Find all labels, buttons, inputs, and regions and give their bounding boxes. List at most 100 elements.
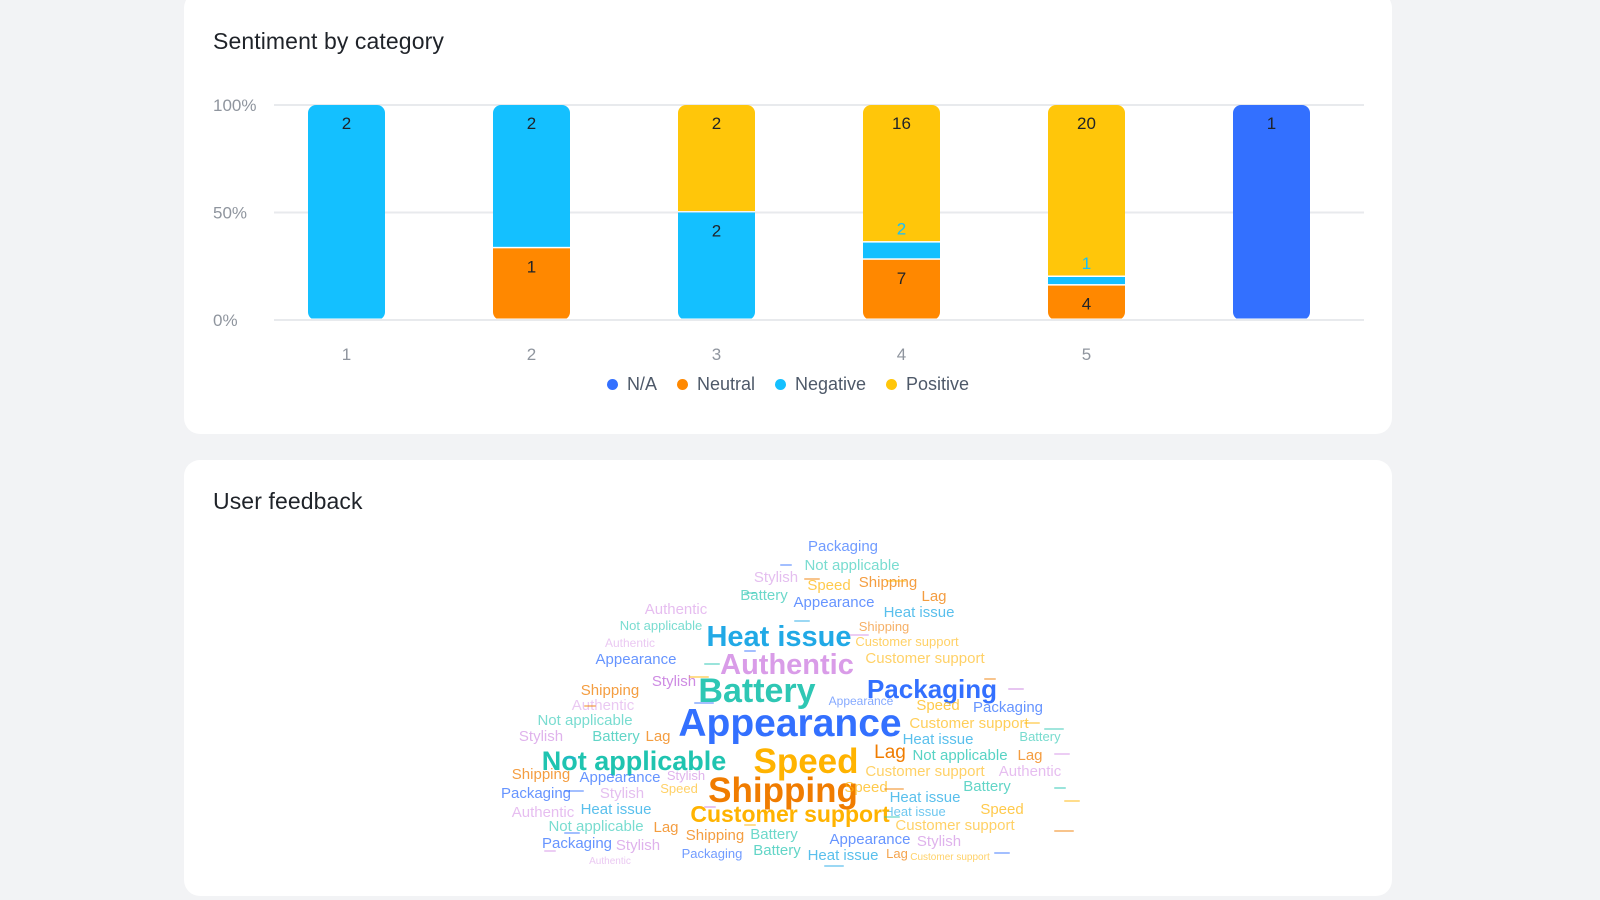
cloud-word[interactable]: Customer support	[855, 634, 959, 649]
cloud-word[interactable]: Heat issue	[884, 804, 945, 819]
bar-group[interactable]: 22	[678, 105, 755, 319]
cloud-word[interactable]: Authentic	[589, 856, 631, 867]
bar-group[interactable]: 7 2 16	[863, 105, 940, 319]
cloud-word[interactable]: Authentic	[720, 649, 854, 681]
legend-item[interactable]: Positive	[886, 374, 969, 395]
bar-group[interactable]: 2	[308, 105, 385, 319]
bar-segment[interactable]	[493, 105, 570, 247]
cloud-word[interactable]: Battery	[698, 672, 815, 710]
user-feedback-card: User feedback Packaging Not applicable Sty…	[184, 460, 1392, 896]
cloud-word[interactable]: Lag	[1017, 747, 1042, 764]
cloud-word[interactable]: Shipping	[859, 619, 910, 634]
bar-group[interactable]: 1	[1233, 105, 1310, 319]
cloud-word[interactable]: Customer support	[895, 817, 1015, 834]
cloud-word[interactable]: Customer support	[865, 650, 985, 667]
cloud-word[interactable]: Lag	[921, 588, 946, 605]
cloud-word[interactable]: Stylish	[754, 569, 798, 586]
cloud-word[interactable]: Speed	[807, 577, 850, 594]
cloud-word[interactable]: Authentic	[645, 601, 708, 618]
bar-segment[interactable]	[1048, 285, 1125, 319]
cloud-word[interactable]: Heat issue	[581, 801, 652, 818]
cloud-word[interactable]: Shipping	[581, 682, 639, 699]
cloud-word[interactable]: Battery	[753, 842, 801, 859]
cloud-word[interactable]: Shipping	[686, 827, 744, 844]
cloud-filler-word	[689, 676, 709, 678]
cloud-word[interactable]: Battery	[740, 587, 788, 604]
cloud-word[interactable]: Packaging	[682, 846, 743, 861]
cloud-word[interactable]: Not applicable	[620, 618, 702, 633]
cloud-word[interactable]: Authentic	[572, 697, 635, 714]
cloud-word[interactable]: Authentic	[605, 636, 655, 650]
cloud-word[interactable]: Battery	[1019, 729, 1061, 744]
cloud-word[interactable]: Appearance	[830, 831, 911, 848]
cloud-word[interactable]: Speed	[916, 697, 959, 714]
cloud-word[interactable]: Speed	[980, 801, 1023, 818]
cloud-word[interactable]: Packaging	[542, 835, 612, 852]
cloud-word[interactable]: Speed	[660, 781, 698, 796]
cloud-word[interactable]: Not applicable	[542, 746, 727, 776]
legend-dot-icon	[774, 379, 786, 390]
cloud-word[interactable]: Heat issue	[808, 847, 879, 864]
bar-segment[interactable]	[863, 242, 940, 259]
legend-label: Neutral	[696, 374, 755, 394]
bar-segment[interactable]	[1233, 105, 1310, 319]
bar-segment[interactable]	[493, 248, 570, 319]
cloud-word[interactable]: Stylish	[519, 728, 563, 745]
cloud-word[interactable]: Appearance	[678, 702, 901, 745]
bar-segment[interactable]	[678, 212, 755, 319]
cloud-word[interactable]: Lag	[874, 742, 906, 763]
cloud-word[interactable]: Stylish	[667, 768, 705, 783]
data-label: 2	[897, 220, 906, 239]
cloud-word[interactable]: Heat issue	[884, 604, 955, 621]
bar-group[interactable]: 12	[493, 105, 570, 319]
bar-group[interactable]: 4 1 20	[1048, 105, 1125, 319]
legend-item[interactable]: Neutral	[676, 374, 755, 395]
cloud-word[interactable]: Stylish	[616, 837, 660, 854]
cloud-filler-word	[886, 580, 906, 582]
cloud-word[interactable]: Speed	[753, 742, 858, 781]
cloud-word[interactable]: Customer support	[910, 852, 990, 863]
bar-segment[interactable]	[863, 259, 940, 319]
cloud-word[interactable]: Stylish	[652, 673, 696, 690]
cloud-word[interactable]: Appearance	[580, 769, 661, 786]
cloud-word[interactable]: Heat issue	[890, 789, 961, 806]
bar-segment[interactable]	[1048, 277, 1125, 285]
cloud-word[interactable]: Appearance	[794, 594, 875, 611]
cloud-word[interactable]: Shipping	[512, 766, 570, 783]
cloud-word[interactable]: Appearance	[829, 694, 894, 708]
bar-segment[interactable]	[863, 105, 940, 242]
cloud-word[interactable]: Not applicable	[537, 712, 632, 729]
cloud-word[interactable]: Not applicable	[548, 818, 643, 835]
cloud-word[interactable]: Appearance	[596, 651, 677, 668]
cloud-word[interactable]: Customer support	[690, 801, 890, 827]
bar-segment[interactable]	[308, 105, 385, 319]
cloud-word[interactable]: Shipping	[708, 771, 858, 810]
cloud-word[interactable]: Authentic	[999, 763, 1062, 780]
cloud-word[interactable]: Battery	[592, 728, 640, 745]
bar-segment[interactable]	[678, 105, 755, 211]
cloud-word[interactable]: Packaging	[867, 674, 997, 704]
cloud-word[interactable]: Not applicable	[804, 557, 899, 574]
legend-item[interactable]: N/A	[606, 374, 657, 395]
cloud-word[interactable]: Lag	[645, 728, 670, 745]
cloud-word[interactable]: Lag	[886, 846, 908, 861]
cloud-word[interactable]: Not applicable	[912, 747, 1007, 764]
cloud-word[interactable]: Speed	[844, 779, 887, 796]
bar-segment[interactable]	[1048, 105, 1125, 276]
legend-item[interactable]: Negative	[774, 374, 866, 395]
cloud-word[interactable]: Customer support	[865, 763, 985, 780]
cloud-word[interactable]: Authentic	[512, 804, 575, 821]
cloud-word[interactable]: Packaging	[501, 785, 571, 802]
cloud-word[interactable]: Shipping	[859, 574, 917, 591]
cloud-word[interactable]: Heat issue	[903, 731, 974, 748]
cloud-word[interactable]: Battery	[963, 778, 1011, 795]
cloud-word[interactable]: Stylish	[600, 785, 644, 802]
cloud-word[interactable]: Packaging	[808, 538, 878, 555]
cloud-word[interactable]: Stylish	[917, 833, 961, 850]
cloud-word[interactable]: Battery	[750, 826, 798, 843]
cloud-word[interactable]: Packaging	[973, 699, 1043, 716]
cloud-word[interactable]: Lag	[653, 819, 678, 836]
cloud-word[interactable]: Customer support	[909, 715, 1029, 732]
cloud-word[interactable]: Heat issue	[706, 621, 851, 653]
